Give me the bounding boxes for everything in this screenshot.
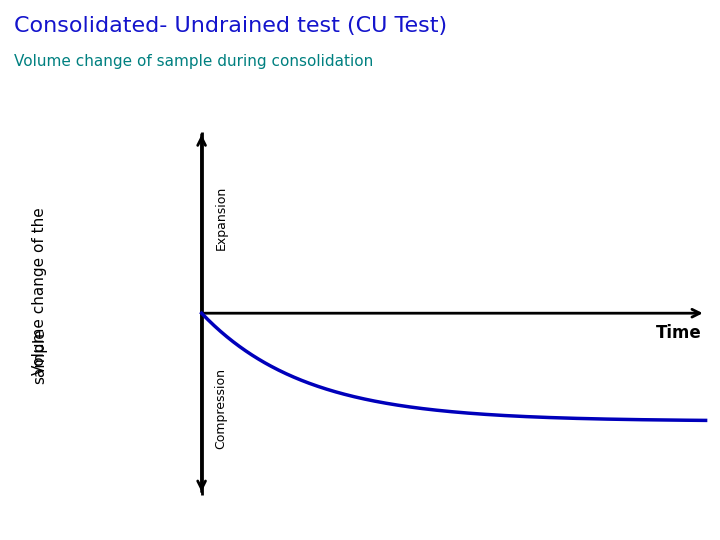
Text: Time: Time	[656, 324, 702, 342]
Text: Compression: Compression	[215, 368, 228, 449]
Text: Volume change of the: Volume change of the	[32, 208, 47, 375]
Text: Volume change of sample during consolidation: Volume change of sample during consolida…	[14, 54, 374, 69]
Text: sample: sample	[32, 328, 47, 384]
Text: Expansion: Expansion	[215, 186, 228, 250]
Text: Consolidated- Undrained test (CU Test): Consolidated- Undrained test (CU Test)	[14, 16, 448, 36]
